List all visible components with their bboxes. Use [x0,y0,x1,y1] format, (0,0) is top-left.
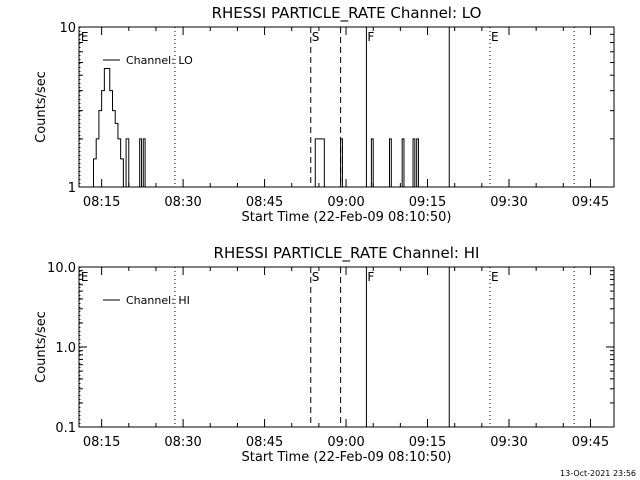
footer-timestamp: 13-Oct-2021 23:56 [560,469,636,478]
chart-0-title: RHESSI PARTICLE_RATE Channel: LO [212,4,482,23]
chart-1-event-marker-label: E [81,270,89,284]
chart-1-legend-label: Channel: HI [126,294,190,307]
chart-1-x-tick-label: 09:30 [490,435,527,450]
chart-0-series-0-line [89,68,419,188]
chart-1-x-tick-label: 09:45 [572,435,609,450]
chart-1-title: RHESSI PARTICLE_RATE Channel: HI [214,244,480,263]
chart-1-x-tick-label: 09:15 [409,435,446,450]
chart-0-y-tick-label: 10 [59,21,76,36]
chart-0-x-tick-label: 08:15 [83,195,120,210]
chart-1-event-marker-label: F [367,270,374,284]
chart-1-x-tick-label: 09:00 [327,435,364,450]
chart-0-x-tick-label: 08:30 [164,195,201,210]
chart-1-x-axis-label: Start Time (22-Feb-09 08:10:50) [242,450,452,465]
chart-1-event-marker-label: E [491,270,499,284]
chart-0-y-tick-label: 1 [68,181,76,196]
chart-0-x-tick-label: 09:30 [490,195,527,210]
chart-1-y-tick-label: 1.0 [55,341,76,356]
chart-1-y-tick-label: 0.1 [55,421,76,436]
chart-1-y-axis-label: Counts/sec [34,311,49,383]
chart-0-x-axis-label: Start Time (22-Feb-09 08:10:50) [242,210,452,225]
chart-1-x-tick-label: 08:45 [246,435,283,450]
chart-0-x-tick-label: 08:45 [246,195,283,210]
chart-0-x-tick-label: 09:45 [572,195,609,210]
chart-0-x-tick-label: 09:00 [327,195,364,210]
chart-0-legend-label: Channel: LO [126,54,193,67]
chart-0-event-marker-label: S [312,30,320,44]
chart-0-x-tick-label: 09:15 [409,195,446,210]
chart-1-plot-frame [78,266,615,428]
chart-0-event-marker-label: E [81,30,89,44]
chart-0-event-marker-label: F [367,30,374,44]
chart-1-x-tick-label: 08:30 [164,435,201,450]
chart-0-y-axis-label: Counts/sec [34,71,49,143]
chart-1-x-tick-label: 08:15 [83,435,120,450]
chart-0-event-marker-label: E [491,30,499,44]
chart-0-plot-frame [78,26,615,188]
chart-1-y-tick-label: 10.0 [47,261,76,276]
chart-1-event-marker-label: S [312,270,320,284]
